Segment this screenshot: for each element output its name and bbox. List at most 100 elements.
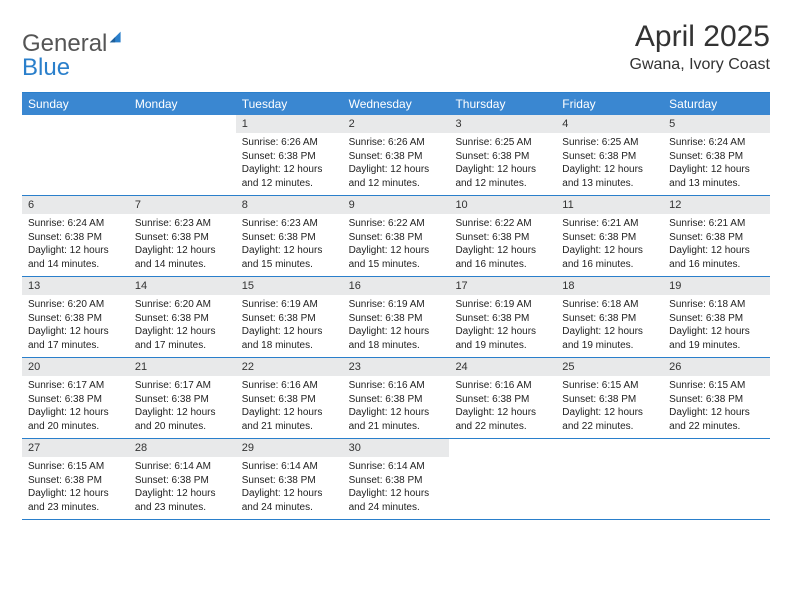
sunrise-text: Sunrise: 6:15 AM [28, 460, 123, 474]
sunrise-text: Sunrise: 6:17 AM [28, 379, 123, 393]
sunrise-text: Sunrise: 6:23 AM [135, 217, 230, 231]
day-body: Sunrise: 6:19 AMSunset: 6:38 PMDaylight:… [449, 295, 556, 357]
sunrise-text: Sunrise: 6:19 AM [455, 298, 550, 312]
daylight-text: Daylight: 12 hours and 15 minutes. [349, 244, 444, 271]
logo-sail-icon [108, 26, 126, 50]
daylight-text: Daylight: 12 hours and 20 minutes. [28, 406, 123, 433]
day-body: Sunrise: 6:15 AMSunset: 6:38 PMDaylight:… [556, 376, 663, 438]
location-label: Gwana, Ivory Coast [630, 56, 771, 74]
daylight-text: Daylight: 12 hours and 22 minutes. [669, 406, 764, 433]
sunrise-text: Sunrise: 6:26 AM [242, 136, 337, 150]
day-body: Sunrise: 6:19 AMSunset: 6:38 PMDaylight:… [236, 295, 343, 357]
sunset-text: Sunset: 6:38 PM [669, 231, 764, 245]
day-cell: 15Sunrise: 6:19 AMSunset: 6:38 PMDayligh… [236, 277, 343, 357]
day-body: Sunrise: 6:17 AMSunset: 6:38 PMDaylight:… [22, 376, 129, 438]
day-cell: 11Sunrise: 6:21 AMSunset: 6:38 PMDayligh… [556, 196, 663, 276]
day-cell: 7Sunrise: 6:23 AMSunset: 6:38 PMDaylight… [129, 196, 236, 276]
day-number: 30 [343, 439, 450, 457]
sunset-text: Sunset: 6:38 PM [669, 150, 764, 164]
day-cell: 25Sunrise: 6:15 AMSunset: 6:38 PMDayligh… [556, 358, 663, 438]
day-cell: . [449, 439, 556, 519]
sunrise-text: Sunrise: 6:19 AM [242, 298, 337, 312]
daylight-text: Daylight: 12 hours and 17 minutes. [28, 325, 123, 352]
sunset-text: Sunset: 6:38 PM [135, 474, 230, 488]
day-number: 8 [236, 196, 343, 214]
sunset-text: Sunset: 6:38 PM [669, 393, 764, 407]
sunrise-text: Sunrise: 6:26 AM [349, 136, 444, 150]
sunset-text: Sunset: 6:38 PM [242, 231, 337, 245]
sunset-text: Sunset: 6:38 PM [135, 312, 230, 326]
week-row: 27Sunrise: 6:15 AMSunset: 6:38 PMDayligh… [22, 439, 770, 520]
day-number: 29 [236, 439, 343, 457]
daylight-text: Daylight: 12 hours and 19 minutes. [455, 325, 550, 352]
sunrise-text: Sunrise: 6:25 AM [455, 136, 550, 150]
sunrise-text: Sunrise: 6:14 AM [135, 460, 230, 474]
daylight-text: Daylight: 12 hours and 21 minutes. [349, 406, 444, 433]
day-number: 12 [663, 196, 770, 214]
daylight-text: Daylight: 12 hours and 19 minutes. [562, 325, 657, 352]
day-cell: 19Sunrise: 6:18 AMSunset: 6:38 PMDayligh… [663, 277, 770, 357]
day-header-wednesday: Wednesday [343, 93, 450, 115]
day-cell: 6Sunrise: 6:24 AMSunset: 6:38 PMDaylight… [22, 196, 129, 276]
day-cell: . [663, 439, 770, 519]
sunrise-text: Sunrise: 6:25 AM [562, 136, 657, 150]
day-number: 27 [22, 439, 129, 457]
day-body: Sunrise: 6:17 AMSunset: 6:38 PMDaylight:… [129, 376, 236, 438]
sunset-text: Sunset: 6:38 PM [349, 231, 444, 245]
day-body: Sunrise: 6:19 AMSunset: 6:38 PMDaylight:… [343, 295, 450, 357]
sunset-text: Sunset: 6:38 PM [349, 312, 444, 326]
day-body: Sunrise: 6:22 AMSunset: 6:38 PMDaylight:… [343, 214, 450, 276]
sunset-text: Sunset: 6:38 PM [562, 312, 657, 326]
day-body: Sunrise: 6:25 AMSunset: 6:38 PMDaylight:… [449, 133, 556, 195]
sunset-text: Sunset: 6:38 PM [455, 150, 550, 164]
day-header-tuesday: Tuesday [236, 93, 343, 115]
sunset-text: Sunset: 6:38 PM [562, 393, 657, 407]
sunrise-text: Sunrise: 6:16 AM [455, 379, 550, 393]
daylight-text: Daylight: 12 hours and 18 minutes. [349, 325, 444, 352]
sunrise-text: Sunrise: 6:24 AM [28, 217, 123, 231]
day-body: Sunrise: 6:21 AMSunset: 6:38 PMDaylight:… [556, 214, 663, 276]
day-cell: 10Sunrise: 6:22 AMSunset: 6:38 PMDayligh… [449, 196, 556, 276]
sunset-text: Sunset: 6:38 PM [242, 150, 337, 164]
daylight-text: Daylight: 12 hours and 16 minutes. [562, 244, 657, 271]
day-header-monday: Monday [129, 93, 236, 115]
daylight-text: Daylight: 12 hours and 23 minutes. [28, 487, 123, 514]
day-body: Sunrise: 6:20 AMSunset: 6:38 PMDaylight:… [129, 295, 236, 357]
day-cell: 30Sunrise: 6:14 AMSunset: 6:38 PMDayligh… [343, 439, 450, 519]
day-cell: 26 Sunrise: 6:15 AMSunset: 6:38 PMDayligh… [663, 358, 770, 438]
sunrise-text: Sunrise: 6:18 AM [669, 298, 764, 312]
daylight-text: Daylight: 12 hours and 17 minutes. [135, 325, 230, 352]
day-body: Sunrise: 6:18 AMSunset: 6:38 PMDaylight:… [556, 295, 663, 357]
sunset-text: Sunset: 6:38 PM [349, 393, 444, 407]
day-body: Sunrise: 6:23 AMSunset: 6:38 PMDaylight:… [129, 214, 236, 276]
sunrise-text: Sunrise: 6:22 AM [455, 217, 550, 231]
sunset-text: Sunset: 6:38 PM [242, 393, 337, 407]
sunset-text: Sunset: 6:38 PM [28, 474, 123, 488]
day-cell: 14Sunrise: 6:20 AMSunset: 6:38 PMDayligh… [129, 277, 236, 357]
page-header: GeneralBlue April 2025 Gwana, Ivory Coas… [22, 20, 770, 80]
day-number: 26 [663, 358, 770, 376]
sunrise-text: Sunrise: 6:15 AM [562, 379, 657, 393]
day-number: 7 [129, 196, 236, 214]
sunrise-text: Sunrise: 6:22 AM [349, 217, 444, 231]
daylight-text: Daylight: 12 hours and 14 minutes. [28, 244, 123, 271]
sunrise-text: Sunrise: 6:15 AM [669, 379, 764, 393]
sunset-text: Sunset: 6:38 PM [28, 312, 123, 326]
day-number: 24 [449, 358, 556, 376]
day-number: 25 [556, 358, 663, 376]
day-body: Sunrise: 6:14 AMSunset: 6:38 PMDaylight:… [129, 457, 236, 519]
daylight-text: Daylight: 12 hours and 13 minutes. [669, 163, 764, 190]
sunrise-text: Sunrise: 6:18 AM [562, 298, 657, 312]
daylight-text: Daylight: 12 hours and 23 minutes. [135, 487, 230, 514]
day-number: 17 [449, 277, 556, 295]
day-body: Sunrise: 6:14 AMSunset: 6:38 PMDaylight:… [343, 457, 450, 519]
week-row: 20Sunrise: 6:17 AMSunset: 6:38 PMDayligh… [22, 358, 770, 439]
day-cell: 22Sunrise: 6:16 AMSunset: 6:38 PMDayligh… [236, 358, 343, 438]
sunrise-text: Sunrise: 6:14 AM [242, 460, 337, 474]
logo: GeneralBlue [22, 20, 126, 80]
sunrise-text: Sunrise: 6:20 AM [135, 298, 230, 312]
day-number: 13 [22, 277, 129, 295]
sunset-text: Sunset: 6:38 PM [242, 474, 337, 488]
daylight-text: Daylight: 12 hours and 21 minutes. [242, 406, 337, 433]
sunset-text: Sunset: 6:38 PM [349, 474, 444, 488]
